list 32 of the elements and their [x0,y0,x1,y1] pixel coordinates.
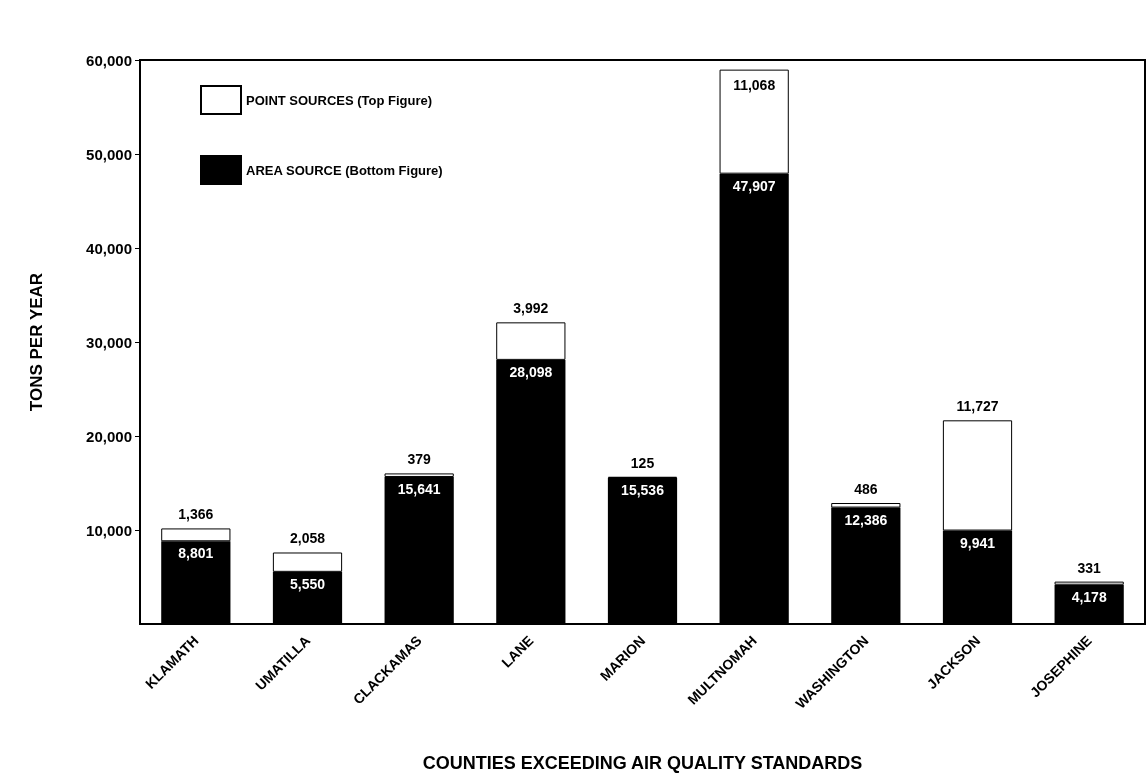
y-tick-label: 60,000 [86,51,132,69]
y-tick-label: 40,000 [86,239,132,257]
data-label: 486 [854,481,878,497]
legend-label: POINT SOURCES (Top Figure) [246,92,433,108]
data-label: 1,366 [178,506,214,523]
data-label: 15,536 [621,481,665,498]
data-label: 12,386 [844,511,888,528]
data-label: 379 [407,451,432,468]
data-label: 15,641 [397,480,441,497]
y-tick-label: 30,000 [86,333,132,351]
x-axis-title: COUNTIES EXCEEDING AIR QUALITY STANDARDS [422,753,863,773]
data-label: 4,178 [1071,588,1107,605]
data-label: 5,550 [289,575,326,592]
y-axis-title: TONS PER YEAR [27,272,46,412]
bar [607,477,678,624]
bar [384,476,454,624]
y-tick-label: 50,000 [86,145,132,163]
y-tick-label: 10,000 [86,521,132,539]
data-label: 28,098 [509,363,553,380]
y-tick-label: 20,000 [86,427,132,445]
data-label: 331 [1077,559,1102,576]
data-label: 47,907 [732,177,776,194]
legend-label: AREA SOURCE (Bottom Figure) [246,162,443,178]
data-label: 11,068 [733,76,776,93]
data-label: 2,058 [289,530,326,547]
data-label: 8,801 [178,545,214,562]
data-label: 11,727 [956,398,999,415]
data-label: 125 [630,454,655,471]
data-label: 9,941 [959,534,996,551]
bar [831,507,901,624]
bar [1054,584,1124,624]
data-label: 3,992 [513,300,549,317]
